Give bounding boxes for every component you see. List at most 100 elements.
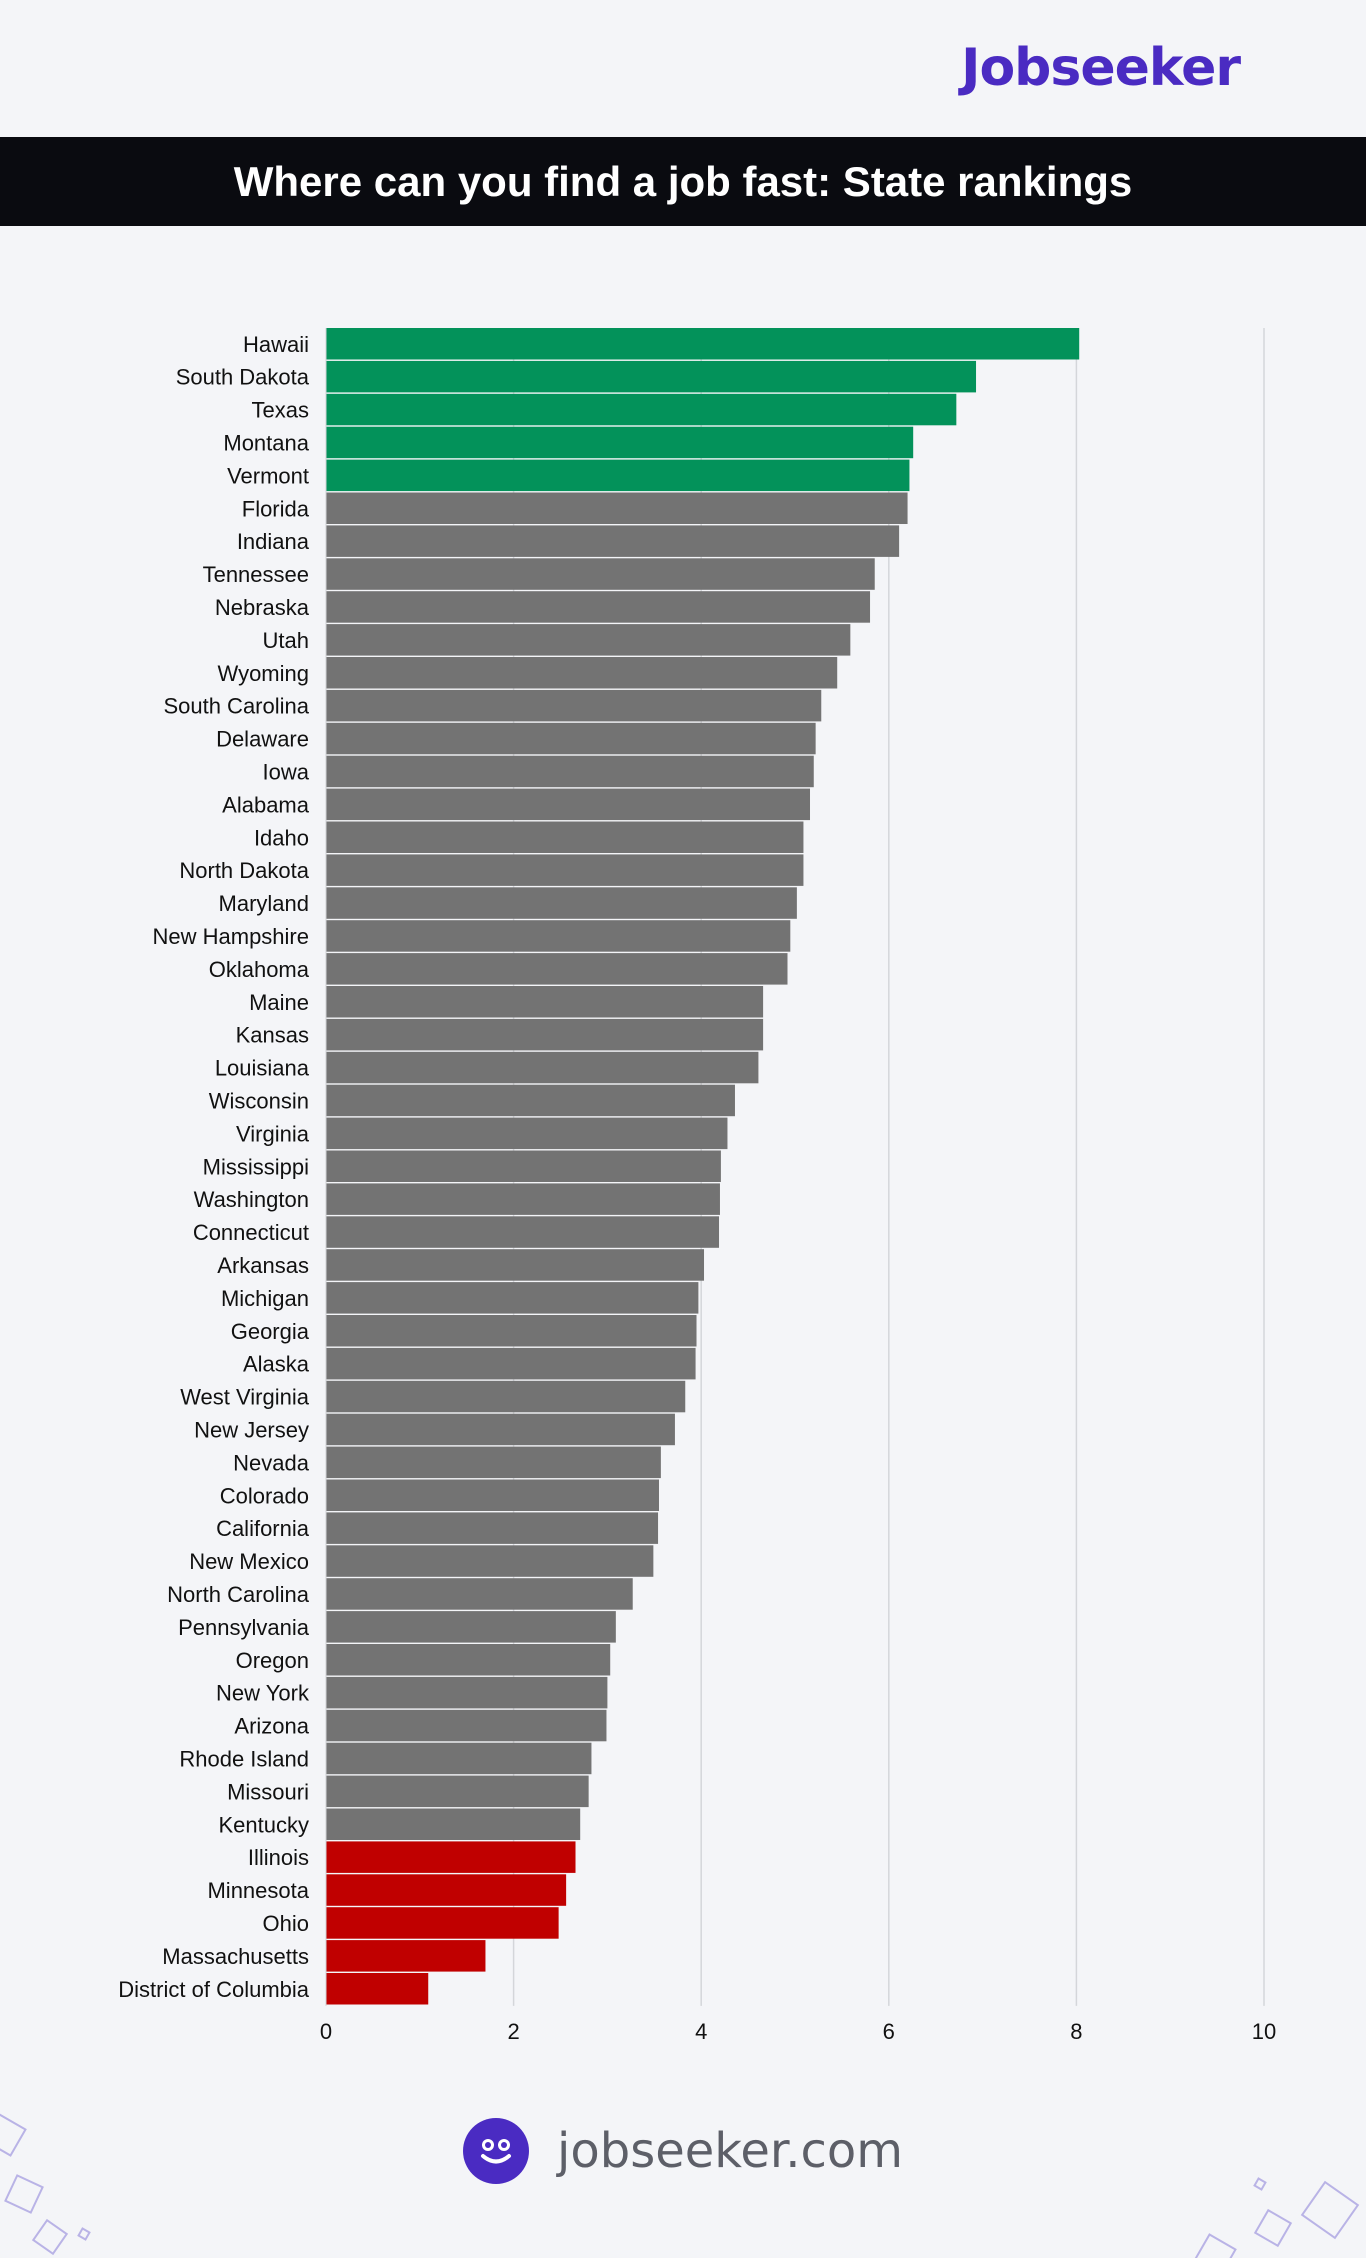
- bar-nebraska: [326, 591, 871, 623]
- bar-colorado: [326, 1479, 659, 1511]
- bar-rhode-island: [326, 1742, 592, 1775]
- category-label: Delaware: [216, 727, 309, 752]
- category-label: Wyoming: [218, 661, 310, 686]
- bar-wyoming: [326, 657, 838, 689]
- category-label: Mississippi: [203, 1154, 309, 1179]
- bar-michigan: [326, 1282, 699, 1314]
- bar-hawaii: [326, 328, 1080, 360]
- category-label: Wisconsin: [209, 1088, 309, 1113]
- category-label: Montana: [223, 430, 309, 455]
- category-label: Pennsylvania: [178, 1615, 310, 1640]
- bar-north-dakota: [326, 854, 804, 886]
- category-label: Nebraska: [215, 595, 310, 620]
- bar-oregon: [326, 1644, 611, 1676]
- x-tick-label: 8: [1070, 2019, 1082, 2040]
- x-tick-label: 4: [695, 2019, 707, 2040]
- bar-north-carolina: [326, 1578, 633, 1610]
- category-label: South Dakota: [176, 365, 310, 390]
- category-label: Hawaii: [243, 332, 309, 357]
- x-tick-label: 6: [883, 2019, 895, 2040]
- page-title-text: Where can you find a job fast: State ran…: [233, 157, 1133, 205]
- category-label: Washington: [194, 1187, 309, 1212]
- category-label: Michigan: [221, 1286, 309, 1311]
- bar-missouri: [326, 1775, 589, 1808]
- category-label: Massachusetts: [162, 1944, 309, 1969]
- bar-kentucky: [326, 1808, 581, 1840]
- category-label: North Carolina: [167, 1582, 310, 1607]
- category-label: Virginia: [236, 1121, 310, 1146]
- bar-washington: [326, 1183, 720, 1215]
- category-label: Colorado: [220, 1483, 309, 1508]
- bar-utah: [326, 624, 851, 656]
- bar-louisiana: [326, 1051, 759, 1084]
- category-label: New Mexico: [189, 1549, 309, 1574]
- footer: jobseeker.com: [0, 2118, 1366, 2184]
- bar-district-of-columbia: [326, 1973, 429, 2005]
- bar-california: [326, 1512, 659, 1544]
- x-tick-label: 0: [320, 2019, 332, 2040]
- bar-alabama: [326, 788, 811, 821]
- bar-arkansas: [326, 1249, 705, 1281]
- category-label: Vermont: [227, 463, 309, 488]
- state-rankings-bar-chart: Hawaii South Dakota Texas Montana Vermont Flo…: [118, 328, 1276, 2040]
- bar-new-york: [326, 1676, 608, 1709]
- bar-connecticut: [326, 1216, 720, 1248]
- bar-iowa: [326, 755, 814, 788]
- category-label: Kansas: [236, 1023, 309, 1048]
- jobseeker-logo: Jobseeker: [961, 38, 1241, 98]
- category-label: Maine: [249, 990, 309, 1015]
- bar-texas: [326, 393, 957, 426]
- bar-mississippi: [326, 1150, 721, 1182]
- category-label: Tennessee: [203, 562, 309, 587]
- bar-wisconsin: [326, 1084, 735, 1117]
- bar-south-dakota: [326, 360, 977, 393]
- x-tick-label: 10: [1252, 2019, 1276, 2040]
- category-label: Arkansas: [217, 1253, 309, 1278]
- bar-alaska: [326, 1347, 696, 1380]
- bar-pennsylvania: [326, 1611, 616, 1643]
- category-label: California: [216, 1516, 310, 1541]
- category-label: Illinois: [248, 1845, 309, 1870]
- bar-virginia: [326, 1117, 728, 1150]
- bar-new-hampshire: [326, 920, 791, 952]
- category-label: New York: [216, 1681, 310, 1706]
- category-label: Kentucky: [219, 1812, 310, 1837]
- bar-south-carolina: [326, 689, 822, 722]
- category-label: Indiana: [237, 529, 310, 554]
- bar-montana: [326, 426, 914, 459]
- bar-florida: [326, 492, 908, 524]
- category-label: Missouri: [227, 1779, 309, 1804]
- bar-tennessee: [326, 558, 875, 590]
- bar-idaho: [326, 821, 804, 853]
- category-label: Alabama: [222, 792, 310, 817]
- category-label: District of Columbia: [118, 1977, 309, 2002]
- category-label: Utah: [263, 628, 309, 653]
- bar-georgia: [326, 1315, 697, 1347]
- category-label: New Hampshire: [153, 924, 310, 949]
- bar-new-jersey: [326, 1413, 675, 1446]
- category-label: Idaho: [254, 825, 309, 850]
- category-label: North Dakota: [179, 858, 309, 883]
- category-label: Louisiana: [215, 1056, 310, 1081]
- category-label: Ohio: [263, 1911, 309, 1936]
- category-label: Nevada: [233, 1450, 310, 1475]
- bar-kansas: [326, 1018, 764, 1051]
- smiley-face-icon: [463, 2118, 530, 2184]
- page-title: Where can you find a job fast: State ran…: [0, 137, 1366, 226]
- bar-nevada: [326, 1446, 661, 1479]
- category-label: Iowa: [263, 759, 310, 784]
- bar-maine: [326, 986, 764, 1018]
- bar-new-mexico: [326, 1545, 654, 1577]
- bar-delaware: [326, 722, 816, 755]
- bar-maryland: [326, 887, 797, 919]
- bar-vermont: [326, 459, 910, 492]
- category-label: Oklahoma: [209, 957, 310, 982]
- bar-ohio: [326, 1907, 559, 1939]
- x-tick-label: 2: [507, 2019, 519, 2040]
- category-label: Maryland: [219, 891, 309, 916]
- bar-minnesota: [326, 1874, 567, 1906]
- bar-west-virginia: [326, 1380, 686, 1413]
- category-label: Alaska: [243, 1352, 310, 1377]
- category-label: Rhode Island: [179, 1746, 309, 1771]
- category-label: Oregon: [236, 1648, 309, 1673]
